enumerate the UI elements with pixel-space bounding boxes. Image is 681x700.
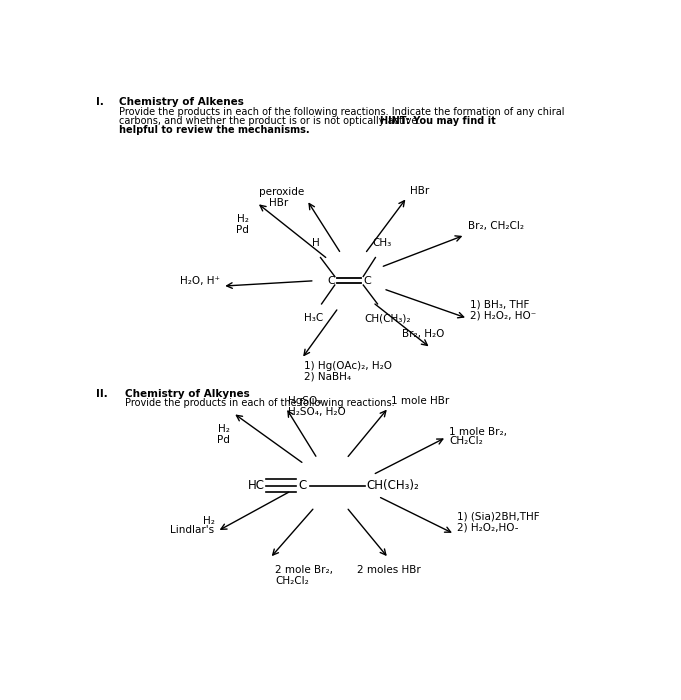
- Text: H₂: H₂: [219, 424, 230, 434]
- Text: Chemistry of Alkynes: Chemistry of Alkynes: [125, 389, 249, 398]
- Text: C: C: [363, 276, 371, 286]
- Text: Lindlar's: Lindlar's: [170, 525, 215, 536]
- Text: 1 mole HBr: 1 mole HBr: [391, 395, 449, 406]
- Text: CH(CH₃)₂: CH(CH₃)₂: [366, 479, 419, 492]
- Text: Pd: Pd: [217, 435, 230, 444]
- Text: Chemistry of Alkenes: Chemistry of Alkenes: [119, 97, 244, 108]
- Text: peroxide: peroxide: [259, 187, 304, 197]
- Text: C: C: [299, 479, 307, 492]
- Text: carbons, and whether the product is or is not optically active.: carbons, and whether the product is or i…: [119, 116, 424, 126]
- Text: 1) BH₃, THF: 1) BH₃, THF: [471, 300, 530, 310]
- Text: HBr: HBr: [269, 198, 288, 208]
- Text: Pd: Pd: [236, 225, 249, 235]
- Text: HC: HC: [248, 479, 264, 492]
- Text: 2 mole Br₂,: 2 mole Br₂,: [275, 566, 333, 575]
- Text: 2) NaBH₄: 2) NaBH₄: [304, 371, 351, 382]
- Text: HgSO₄: HgSO₄: [288, 395, 322, 406]
- Text: 1) Hg(OAc)₂, H₂O: 1) Hg(OAc)₂, H₂O: [304, 360, 392, 370]
- Text: H₂: H₂: [202, 516, 215, 526]
- Text: helpful to review the mechanisms.: helpful to review the mechanisms.: [119, 125, 310, 135]
- Text: 1 mole Br₂,: 1 mole Br₂,: [449, 427, 507, 437]
- Text: Br₂, H₂O: Br₂, H₂O: [402, 329, 444, 339]
- Text: 2) H₂O₂,HO-: 2) H₂O₂,HO-: [457, 523, 519, 533]
- Text: I.: I.: [95, 97, 104, 108]
- Text: H₂O, H⁺: H₂O, H⁺: [180, 276, 220, 286]
- Text: Provide the products in each of the following reactions.: Provide the products in each of the foll…: [125, 398, 394, 407]
- Text: CH₂Cl₂: CH₂Cl₂: [449, 436, 483, 447]
- Text: Provide the products in each of the following reactions. Indicate the formation : Provide the products in each of the foll…: [119, 106, 565, 117]
- Text: CH₃: CH₃: [372, 239, 392, 248]
- Text: II.: II.: [95, 389, 108, 398]
- Text: Br₂, CH₂Cl₂: Br₂, CH₂Cl₂: [468, 220, 524, 230]
- Text: CH₂Cl₂: CH₂Cl₂: [275, 576, 309, 586]
- Text: CH(CH₃)₂: CH(CH₃)₂: [365, 313, 411, 323]
- Text: H₃C: H₃C: [304, 313, 323, 323]
- Text: 1) (Sia)2BH,THF: 1) (Sia)2BH,THF: [457, 512, 540, 522]
- Text: C: C: [327, 276, 335, 286]
- Text: HBr: HBr: [410, 186, 429, 195]
- Text: 2) H₂O₂, HO⁻: 2) H₂O₂, HO⁻: [471, 311, 537, 321]
- Text: 2 moles HBr: 2 moles HBr: [357, 566, 421, 575]
- Text: HINT: You may find it: HINT: You may find it: [379, 116, 495, 126]
- Text: H₂SO₄, H₂O: H₂SO₄, H₂O: [288, 407, 346, 416]
- Text: H₂: H₂: [237, 214, 249, 224]
- Text: H: H: [313, 239, 320, 248]
